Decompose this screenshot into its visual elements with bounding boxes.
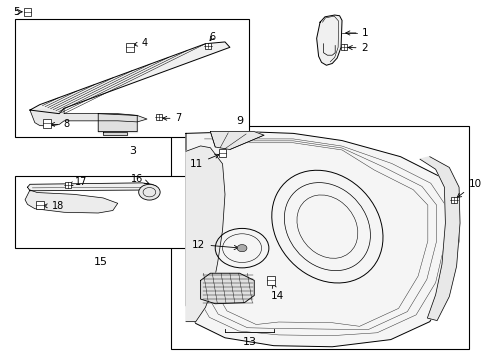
Text: 10: 10 [456, 179, 481, 198]
Bar [23, 8, 31, 16]
Polygon shape [27, 183, 157, 191]
Circle shape [139, 184, 160, 200]
Polygon shape [316, 15, 341, 65]
Bar [267, 276, 275, 285]
Polygon shape [25, 190, 118, 213]
Polygon shape [419, 157, 459, 320]
Bar [43, 119, 51, 128]
Polygon shape [200, 273, 254, 304]
Text: 17: 17 [69, 177, 87, 187]
Circle shape [237, 244, 246, 252]
Bar [36, 201, 43, 210]
Bar [15, 19, 249, 137]
Text: 15: 15 [94, 257, 107, 267]
Text: 1: 1 [345, 28, 367, 38]
Polygon shape [103, 132, 127, 135]
Text: 6: 6 [209, 32, 215, 41]
Bar [126, 43, 134, 51]
Text: 2: 2 [347, 43, 367, 53]
Text: 5: 5 [13, 7, 20, 17]
Bar [171, 126, 468, 348]
Text: 18: 18 [43, 201, 64, 211]
Text: 7: 7 [163, 113, 182, 123]
Text: 16: 16 [131, 174, 148, 184]
Text: 8: 8 [51, 120, 69, 129]
Text: 12: 12 [192, 239, 238, 249]
Polygon shape [98, 114, 137, 132]
Text: 9: 9 [236, 116, 243, 126]
Text: 14: 14 [270, 284, 284, 301]
Polygon shape [185, 146, 224, 321]
Text: 3: 3 [128, 146, 136, 156]
Bar [218, 149, 226, 157]
Polygon shape [210, 132, 264, 149]
Polygon shape [30, 108, 147, 126]
Polygon shape [185, 132, 458, 347]
Text: 11: 11 [189, 154, 219, 169]
Polygon shape [30, 42, 229, 114]
Text: 4: 4 [133, 38, 147, 48]
Text: 13: 13 [242, 337, 256, 347]
Bar [15, 176, 185, 248]
